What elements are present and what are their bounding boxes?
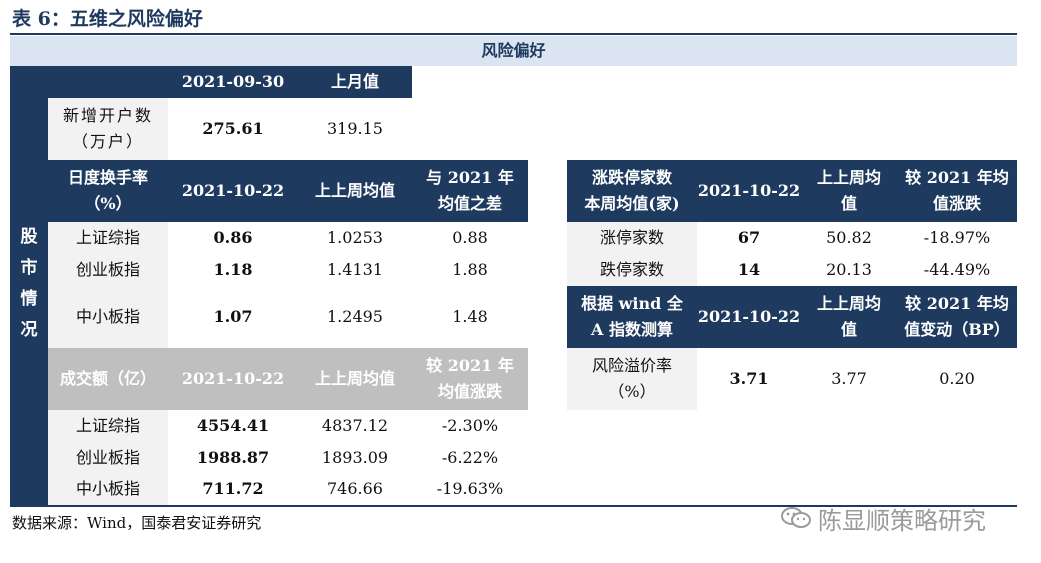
turnover-value: 0.86: [213, 228, 253, 248]
premium-value: 3.71: [729, 369, 769, 389]
premium-row-label-line: 风险溢价率: [591, 356, 672, 376]
volume-col-diff-line: 均值涨跌: [437, 382, 502, 401]
premium-col-prev-line: 上上周均: [816, 294, 881, 314]
volume-col-diff-line: 较 2021 年: [426, 356, 514, 376]
turnover-diff: 1.48: [452, 307, 488, 327]
premium-col-date: 2021-10-22: [697, 286, 801, 348]
volume-diff: -19.63%: [436, 479, 504, 499]
premium-label: 根据 wind 全 A 指数测算: [567, 286, 697, 348]
turnover-col-date: 2021-10-22: [168, 160, 298, 222]
volume-col-date: 2021-10-22: [168, 348, 298, 410]
limit-prev: 20.13: [826, 260, 872, 280]
premium-label-line: 根据 wind 全: [581, 294, 683, 314]
limit-row-label: 涨停家数: [567, 222, 697, 254]
limit-col-prev-line: 上上周均: [816, 168, 881, 188]
volume-value: 711.72: [202, 479, 264, 499]
premium-row-label-line: （%）: [608, 382, 656, 401]
turnover-value: 1.18: [213, 260, 253, 280]
turnover-col-diff-line: 与 2021 年: [426, 168, 514, 188]
account-col-date: 2021-09-30: [168, 66, 298, 98]
limit-prev: 50.82: [826, 228, 872, 248]
turnover-label: 日度换手率 （%）: [48, 160, 168, 222]
volume-diff: -2.30%: [441, 416, 499, 436]
side-label-char: 况: [20, 320, 38, 340]
volume-col-prev: 上上周均值: [298, 348, 412, 410]
premium-col-prev-line: 值: [840, 320, 857, 339]
limit-col-diff-line: 较 2021 年均: [905, 168, 1009, 188]
turnover-col-diff: 与 2021 年 均值之差: [412, 160, 528, 222]
limit-row-label: 跌停家数: [567, 254, 697, 286]
table-bottom-rule: [10, 505, 1017, 507]
volume-col-diff: 较 2021 年 均值涨跌: [412, 348, 528, 410]
wechat-icon: [781, 507, 811, 528]
limit-col-prev: 上上周均 值: [801, 160, 897, 222]
limit-value: 14: [737, 260, 761, 280]
account-row-label-line: 新增开户数: [62, 106, 153, 126]
limit-diff: -44.49%: [923, 260, 991, 280]
volume-prev: 746.66: [327, 479, 383, 499]
premium-col-diff-line: 较 2021 年均: [905, 294, 1009, 314]
volume-prev: 1893.09: [321, 447, 389, 467]
watermark-text: 陈显顺策略研究: [818, 506, 986, 535]
source-note: 数据来源：Wind，国泰君安证券研究: [12, 514, 262, 532]
side-label-char: 股: [20, 227, 38, 247]
limit-col-date: 2021-10-22: [697, 160, 801, 222]
limit-value: 67: [737, 228, 761, 248]
turnover-prev: 1.2495: [327, 307, 383, 327]
limit-label-line: 涨跌停家数: [591, 168, 672, 188]
turnover-prev: 1.0253: [327, 228, 383, 248]
turnover-prev: 1.4131: [327, 260, 383, 280]
limit-label: 涨跌停家数 本周均值(家): [567, 160, 697, 222]
turnover-col-prev: 上上周均值: [298, 160, 412, 222]
turnover-row-label: 中小板指: [48, 286, 168, 348]
side-label-char: 市: [20, 258, 38, 278]
account-row-label-line: （万户）: [71, 132, 144, 151]
volume-value: 1988.87: [196, 447, 270, 467]
table-caption: 表 6：五维之风险偏好: [12, 8, 203, 30]
limit-diff: -18.97%: [923, 228, 991, 248]
turnover-label-line: 日度换手率: [67, 168, 148, 188]
limit-label-line: 本周均值(家): [584, 194, 680, 213]
side-label-char: 情: [20, 289, 38, 309]
turnover-value: 1.07: [213, 307, 253, 327]
premium-col-prev: 上上周均 值: [801, 286, 897, 348]
turnover-diff: 0.88: [452, 228, 488, 248]
turnover-row-label: 创业板指: [48, 254, 168, 286]
turnover-diff: 1.88: [452, 260, 488, 280]
volume-label: 成交额（亿）: [48, 348, 168, 410]
premium-col-diff: 较 2021 年均 值变动（BP）: [897, 286, 1017, 348]
account-row-label: 新增开户数 （万户）: [48, 98, 168, 160]
premium-label-line: A 指数测算: [591, 320, 673, 339]
volume-row-label: 创业板指: [48, 442, 168, 473]
turnover-col-diff-line: 均值之差: [437, 194, 502, 213]
premium-diff: 0.20: [939, 369, 975, 389]
volume-value: 4554.41: [196, 416, 270, 436]
account-prev: 319.15: [327, 119, 383, 139]
limit-col-prev-line: 值: [840, 194, 857, 213]
volume-diff: -6.22%: [441, 447, 499, 467]
turnover-label-line: （%）: [84, 194, 132, 213]
turnover-row-label: 上证综指: [48, 222, 168, 254]
premium-prev: 3.77: [831, 369, 867, 389]
account-col-prev: 上月值: [298, 66, 412, 98]
premium-col-diff-line: 值变动（BP）: [904, 320, 1010, 339]
premium-row-label: 风险溢价率 （%）: [567, 348, 697, 410]
side-label: 股 市 情 况: [10, 222, 48, 346]
limit-col-diff: 较 2021 年均 值涨跌: [897, 160, 1017, 222]
volume-row-label: 中小板指: [48, 473, 168, 505]
volume-row-label: 上证综指: [48, 410, 168, 442]
watermark: 陈显顺策略研究: [780, 504, 986, 535]
caption-rule: [10, 33, 1017, 35]
volume-prev: 4837.12: [321, 416, 389, 436]
header-title: 风险偏好: [10, 36, 1017, 66]
limit-col-diff-line: 值涨跌: [932, 194, 981, 213]
account-value: 275.61: [202, 119, 264, 139]
